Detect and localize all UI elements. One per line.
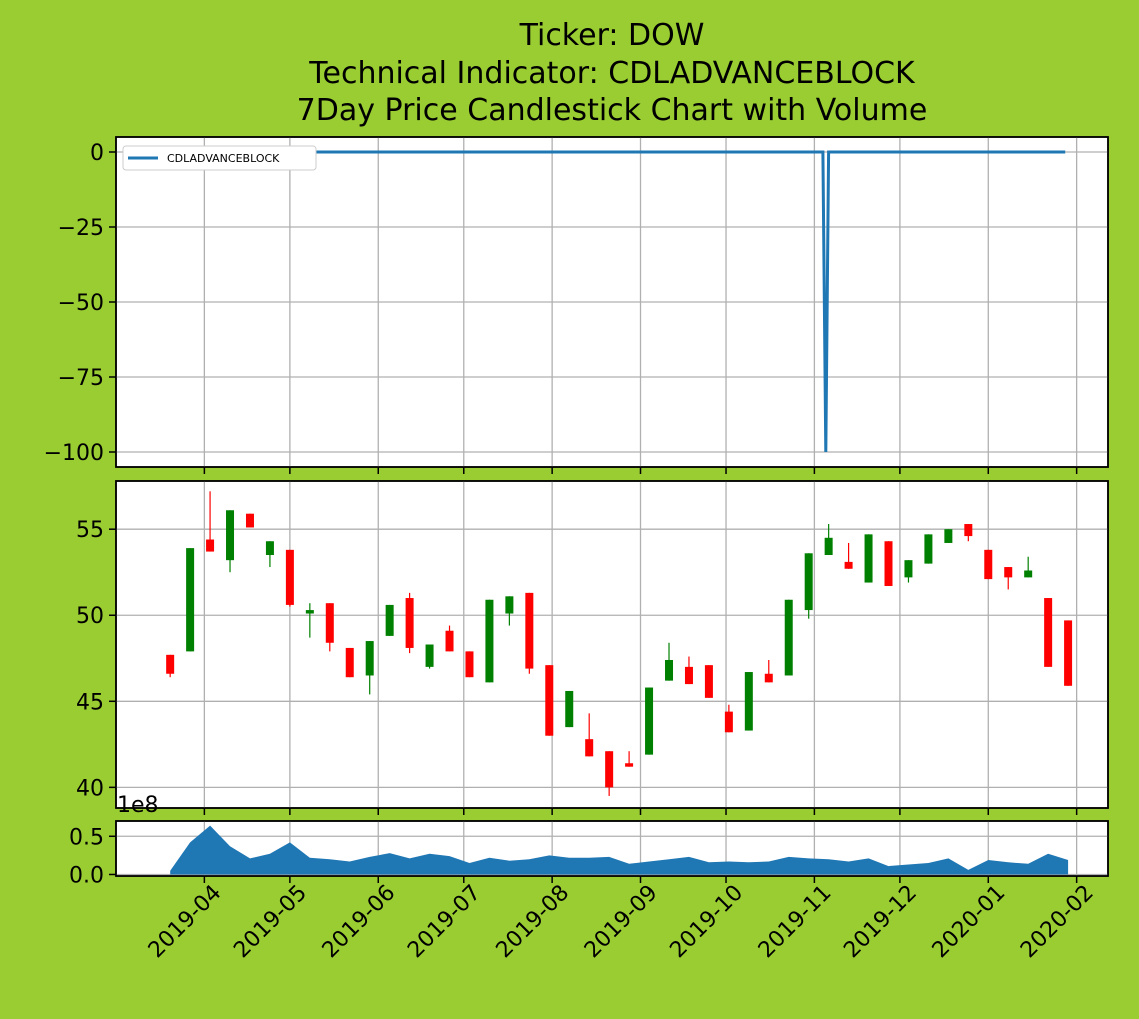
ind-ytick-label-2: −50 <box>58 291 104 316</box>
candle-body-16 <box>485 599 494 683</box>
candle-body-19 <box>545 665 554 736</box>
candle-body-3 <box>226 510 235 561</box>
price-panel-frame <box>115 480 1109 809</box>
ind-ytick-label-0: 0 <box>90 141 104 166</box>
indicator-line <box>170 150 1066 453</box>
legend-box <box>122 145 317 171</box>
price-ytick-label-1: 45 <box>76 690 104 715</box>
candle-body-7 <box>305 610 314 614</box>
candle-body-42 <box>1004 567 1013 578</box>
price-candles <box>166 491 1073 796</box>
candle-body-6 <box>285 549 294 605</box>
candle-body-45 <box>1064 620 1073 686</box>
candle-body-12 <box>405 598 414 648</box>
candle-body-31 <box>784 599 793 676</box>
candle-body-33 <box>824 537 833 556</box>
candle-body-21 <box>585 739 594 757</box>
price-ytick-label-3: 55 <box>76 518 104 543</box>
candle-body-40 <box>964 524 973 537</box>
indicator-legend: CDLADVANCEBLOCK <box>122 145 317 171</box>
candle-body-11 <box>385 604 394 636</box>
price-panel: 40 45 50 55 <box>76 480 1109 815</box>
candle-body-22 <box>605 751 614 788</box>
volume-area <box>170 825 1069 875</box>
indicator-grid <box>116 137 1108 467</box>
candle-body-29 <box>744 672 753 731</box>
indicator-x-ticks <box>203 467 1078 474</box>
candle-body-23 <box>625 763 634 767</box>
title-line-2: Technical Indicator: CDLADVANCEBLOCK <box>308 56 916 91</box>
candle-body-1 <box>186 548 195 652</box>
candle-body-32 <box>804 553 813 611</box>
candle-body-10 <box>365 641 374 676</box>
candle-body-26 <box>684 666 693 685</box>
title-line-1: Ticker: DOW <box>519 18 705 53</box>
candle-body-43 <box>1024 570 1033 578</box>
candle-body-38 <box>924 534 933 564</box>
candle-body-36 <box>884 541 893 586</box>
candle-body-8 <box>325 603 334 643</box>
price-x-ticks <box>203 808 1078 815</box>
candle-body-44 <box>1044 598 1053 667</box>
ind-ytick-label-1: −25 <box>58 216 104 241</box>
candle-body-35 <box>864 534 873 583</box>
candle-body-0 <box>166 654 175 674</box>
candle-body-39 <box>944 529 953 543</box>
candle-body-4 <box>245 513 254 528</box>
candle-body-15 <box>465 651 474 678</box>
figure-title: Ticker: DOW Technical Indicator: CDLADVA… <box>297 18 928 128</box>
indicator-panel-frame <box>115 136 1109 468</box>
candle-body-17 <box>505 596 514 614</box>
indicator-y-axis: 0 −25 −50 −75 −100 <box>44 141 116 466</box>
candle-body-13 <box>425 644 434 667</box>
price-ytick-label-2: 50 <box>76 604 104 629</box>
candle-body-28 <box>724 711 733 733</box>
candle-body-25 <box>665 659 674 681</box>
candle-body-20 <box>565 690 574 728</box>
volume-fill <box>170 825 1069 875</box>
candle-body-18 <box>525 592 534 669</box>
candle-body-34 <box>844 561 853 569</box>
indicator-panel: 0 −25 −50 −75 −100 CDLADVANCEBLOCK <box>44 136 1109 474</box>
legend-label: CDLADVANCEBLOCK <box>167 152 280 165</box>
ind-ytick-label-3: −75 <box>58 366 104 391</box>
volume-y-axis: 0.0 0.5 <box>69 825 116 888</box>
candle-body-5 <box>265 541 274 556</box>
candle-body-14 <box>445 630 454 652</box>
candle-body-9 <box>345 647 354 678</box>
candle-body-2 <box>206 539 215 552</box>
candle-body-37 <box>904 560 913 578</box>
vol-ytick-label-0: 0.0 <box>69 863 104 888</box>
candle-body-27 <box>704 665 713 698</box>
price-ytick-label-0: 40 <box>76 776 104 801</box>
vol-ytick-label-1: 0.5 <box>69 825 104 850</box>
candle-body-24 <box>645 687 654 755</box>
title-line-3: 7Day Price Candlestick Chart with Volume <box>297 93 928 128</box>
volume-offset-label: 1e8 <box>117 793 159 818</box>
candle-body-41 <box>984 549 993 580</box>
indicator-series <box>170 150 1066 453</box>
price-y-axis: 40 45 50 55 <box>76 518 116 801</box>
volume-panel-frame <box>115 820 1109 877</box>
ind-ytick-label-4: −100 <box>44 441 104 466</box>
candle-body-30 <box>764 673 773 683</box>
